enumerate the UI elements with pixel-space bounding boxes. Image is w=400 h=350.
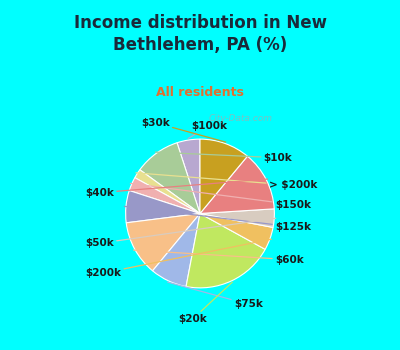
Text: $50k: $50k xyxy=(85,218,276,248)
Text: $10k: $10k xyxy=(156,152,292,163)
Text: $100k: $100k xyxy=(188,121,227,139)
Text: $150k: $150k xyxy=(130,183,311,210)
Text: City-Data.com: City-Data.com xyxy=(209,114,273,123)
Wedge shape xyxy=(129,178,200,214)
Text: $60k: $60k xyxy=(134,250,304,265)
Wedge shape xyxy=(200,156,274,214)
Text: $75k: $75k xyxy=(168,282,263,309)
Wedge shape xyxy=(140,143,200,214)
Text: $30k: $30k xyxy=(141,118,226,142)
Wedge shape xyxy=(200,139,248,214)
Text: Income distribution in New
Bethlehem, PA (%): Income distribution in New Bethlehem, PA… xyxy=(74,14,326,54)
Wedge shape xyxy=(135,170,200,214)
Wedge shape xyxy=(186,214,265,288)
Text: > $200k: > $200k xyxy=(136,173,317,190)
Wedge shape xyxy=(152,214,200,287)
Text: $40k: $40k xyxy=(85,179,268,198)
Text: $125k: $125k xyxy=(124,206,311,232)
Wedge shape xyxy=(126,190,200,223)
Wedge shape xyxy=(200,209,274,228)
Wedge shape xyxy=(177,139,200,214)
Wedge shape xyxy=(126,214,200,271)
Wedge shape xyxy=(200,214,273,249)
Text: $20k: $20k xyxy=(178,282,232,324)
Text: $200k: $200k xyxy=(85,239,271,278)
Text: All residents: All residents xyxy=(156,86,244,99)
